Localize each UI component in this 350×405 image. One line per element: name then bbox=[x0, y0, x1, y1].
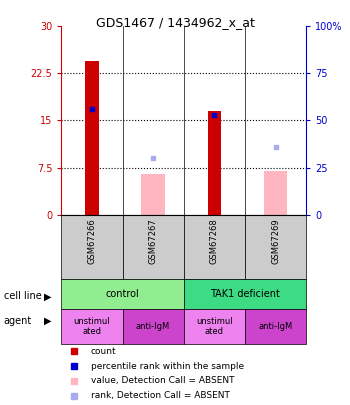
Bar bbox=[208, 111, 221, 215]
Bar bbox=[264, 171, 287, 215]
Text: GSM67266: GSM67266 bbox=[88, 218, 96, 264]
Bar bbox=[61, 215, 122, 279]
Text: count: count bbox=[91, 347, 116, 356]
Bar bbox=[184, 309, 245, 344]
Text: TAK1 deficient: TAK1 deficient bbox=[210, 289, 280, 299]
Bar bbox=[245, 309, 306, 344]
Text: control: control bbox=[106, 289, 139, 299]
Text: cell line: cell line bbox=[4, 292, 41, 301]
Text: GSM67268: GSM67268 bbox=[210, 218, 219, 264]
Text: agent: agent bbox=[4, 316, 32, 326]
Bar bbox=[184, 215, 245, 279]
Text: rank, Detection Call = ABSENT: rank, Detection Call = ABSENT bbox=[91, 391, 230, 400]
Bar bbox=[61, 279, 184, 309]
Bar bbox=[61, 309, 122, 344]
Bar bbox=[85, 61, 99, 215]
Text: anti-IgM: anti-IgM bbox=[136, 322, 170, 331]
Text: unstimul
ated: unstimul ated bbox=[74, 317, 110, 336]
Bar bbox=[141, 174, 165, 215]
Text: ▶: ▶ bbox=[44, 316, 52, 326]
Text: value, Detection Call = ABSENT: value, Detection Call = ABSENT bbox=[91, 376, 234, 386]
Bar bbox=[122, 215, 184, 279]
Text: GSM67267: GSM67267 bbox=[149, 218, 158, 264]
Text: GSM67269: GSM67269 bbox=[271, 218, 280, 264]
Bar bbox=[184, 279, 306, 309]
Bar bbox=[122, 309, 184, 344]
Text: anti-IgM: anti-IgM bbox=[259, 322, 293, 331]
Bar bbox=[245, 215, 306, 279]
Text: unstimul
ated: unstimul ated bbox=[196, 317, 233, 336]
Text: percentile rank within the sample: percentile rank within the sample bbox=[91, 362, 244, 371]
Text: GDS1467 / 1434962_x_at: GDS1467 / 1434962_x_at bbox=[96, 16, 254, 29]
Text: ▶: ▶ bbox=[44, 292, 52, 301]
